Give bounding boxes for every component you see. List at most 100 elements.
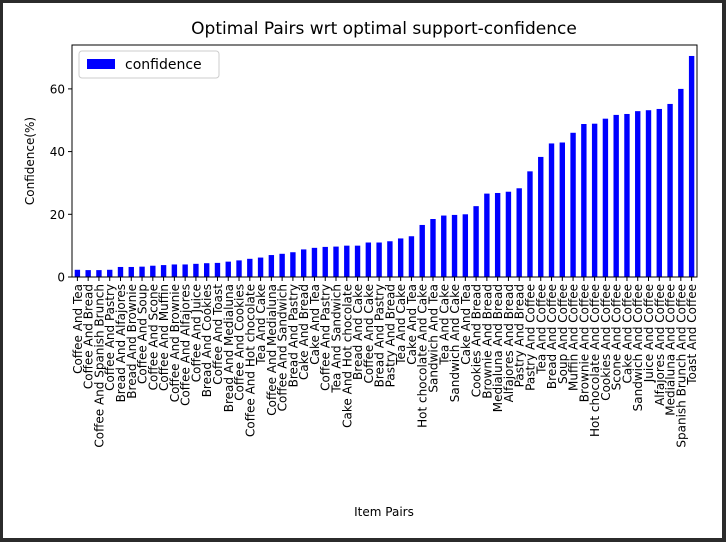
x-tick-label: Coffee And Pastry [319,284,333,391]
bar [204,263,210,277]
bar [441,215,447,277]
x-tick-label: Hot chocolate And Coffee [588,284,602,437]
x-tick-label: Coffee And Medialuna [265,284,279,416]
x-tick-label: Tea And Cake [394,284,408,366]
bar [397,238,404,277]
bar [635,111,641,277]
bar [613,114,619,277]
x-tick-label: Alfajores And Coffee [653,284,667,406]
bar [117,266,124,277]
bar [96,270,102,277]
bar [193,263,199,277]
x-tick-label: Coffee And Sandwich [276,284,290,411]
x-tick-label: Coffee And Pastry [103,284,117,391]
bar [344,245,350,277]
x-tick-label: Bread And Cake [351,284,365,380]
bar [333,246,339,277]
x-tick-label: Bread And Pastry [373,284,387,387]
x-tick-label: Cookies And Bread [470,284,484,397]
bar [354,245,361,277]
legend-swatch [87,59,115,69]
bar [290,252,296,277]
bar [624,113,630,277]
legend-box [78,50,220,79]
bar [128,266,134,277]
bar [473,206,479,277]
x-tick-label: Alfajores And Bread [502,284,516,402]
x-tick-label: Tea And Coffee [534,284,548,375]
x-tick-label: Tea And Sandwich [330,284,344,394]
x-tick-label: Coffee And Cookies [233,284,247,401]
x-tick-label: Bread And Medialuna [222,284,236,412]
bar [570,132,576,277]
x-tick-label: Medialuna And Bread [491,284,505,412]
bar [656,108,662,277]
x-tick-label: Cake And Hot chocolate [340,284,354,428]
x-tick-label: Coffee And Scone [146,284,160,390]
x-tick-label: Scone And Coffee [610,284,624,390]
x-tick-label: Cake And Tea [459,284,473,365]
bar [257,257,264,277]
bar [182,264,188,277]
bar [484,193,490,277]
bar [516,188,522,277]
x-tick-label: Pastry And Bread [383,284,397,387]
x-tick-label: Coffee And Hot chocolate [243,284,257,437]
bar [376,242,382,277]
bar [548,143,555,277]
y-tick-label: 20 [50,208,65,222]
bar [365,242,372,277]
bar [602,118,609,277]
x-tick-label: Coffee And Spanish Brunch [92,284,106,448]
bar [74,269,81,277]
bar [311,247,318,277]
y-tick-label: 60 [50,82,65,96]
x-tick-label: Coffee And Muffin [157,284,171,391]
bar [462,214,469,277]
x-tick-label: Hot chocolate And Cake [416,284,430,428]
x-tick-label: Coffee And Bread [82,284,96,389]
bar [645,110,652,277]
x-tick-label: Coffee And Brownie [168,284,182,402]
bar [247,258,253,277]
x-tick-label: Cake And Coffee [620,284,634,383]
x-tick-label: Cake And Tea [405,284,419,365]
x-tick-label: Coffee And Tea [71,284,85,374]
x-tick-label: Cake And Bread [297,284,311,380]
bar [430,219,436,277]
bar [505,191,512,277]
x-tick-label: Sandwich And Cake [448,284,462,402]
x-tick-label: Medialuna And Coffee [664,284,678,416]
bar [408,236,415,277]
bar [107,269,113,277]
x-tick-label: Coffee And Toast [211,284,225,385]
x-tick-label: Toast And Coffee [685,284,699,386]
bar [225,261,231,277]
bar [236,260,242,277]
bar [527,171,533,277]
x-tick-label: Juice And Coffee [642,284,656,383]
bar [581,124,587,277]
x-tick-label: Cookies And Coffee [599,284,613,401]
bar [678,88,684,277]
bar [160,265,167,277]
x-tick-label: Brownie And Coffee [577,284,591,402]
x-tick-label: Bread And Cookies [200,284,214,397]
bar [85,270,91,277]
x-tick-label: Coffee And Soup [136,284,150,384]
bar [688,55,695,277]
x-tick-label: Pastry And Coffee [523,284,537,391]
x-tick-label: Coffee And Alfajores [179,284,193,406]
x-tick-label: Coffee And Juice [189,284,203,382]
chart-title: Optimal Pairs wrt optimal support-confid… [191,19,577,39]
x-axis-label: Item Pairs [354,505,414,519]
y-axis-label: Confidence(%) [23,117,37,205]
bar [171,264,178,277]
y-tick-label: 40 [50,145,65,159]
bar [667,103,673,277]
bar [419,224,425,277]
x-tick-label: Tea And Cake [437,284,451,366]
bar [451,214,458,277]
x-tick-label: Cake And Tea [308,284,322,365]
